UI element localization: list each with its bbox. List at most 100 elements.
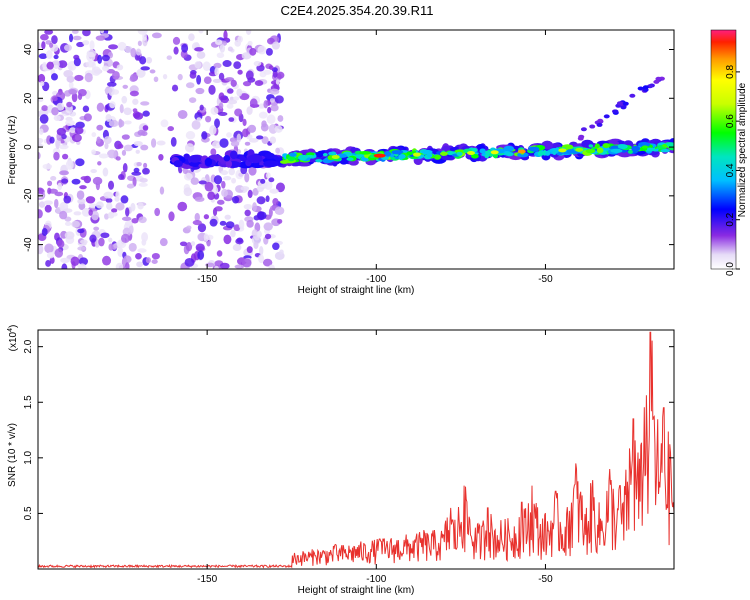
heatmap-noise-cell [244,209,251,217]
heatmap-noise-cell [151,32,162,39]
heatmap-noise-cell [223,234,232,245]
heatmap-noise-cell [72,30,79,34]
heatmap-noise-cell [184,257,195,267]
colorbar-tick-label: 0.2 [725,212,736,226]
heatmap-noise-cell [75,121,85,129]
heatmap-noise-cell [108,180,115,190]
heatmap-noise-cell [108,243,114,251]
heatmap-noise-cell [136,161,142,167]
heatmap-band-cell [173,160,183,168]
heatmap-noise-cell [85,61,95,68]
heatmap-noise-cell [122,84,129,89]
heatmap-noise-cell [269,188,279,194]
heatmap-noise-cell [133,141,143,147]
heatmap-noise-cell [242,118,247,127]
heatmap-noise-cell [247,124,257,133]
heatmap-band-cell [585,149,596,154]
heatmap-noise-cell [100,30,105,34]
snr-x-tick-label: -50 [538,574,553,585]
heatmap-noise-cell [145,257,151,264]
heatmap-band-cell [596,147,604,154]
heatmap-noise-cell [274,206,285,215]
heatmap-noise-cell [108,237,113,243]
heatmap-noise-cell [57,239,65,248]
heatmap-noise-cell [100,232,110,239]
heatmap-noise-cell [45,260,51,267]
heatmap-noise-cell [185,242,193,252]
heatmap-noise-cell [244,172,250,183]
colorbar-tick-label: 0.4 [725,163,736,177]
heatmap-noise-cell [194,212,200,222]
heatmap-noise-cell [143,162,148,168]
heatmap-noise-cell [242,81,252,87]
heatmap-band-cell [183,153,190,160]
heatmap-x-axis-label: Height of straight line (km) [298,285,415,296]
heatmap-branch-cell [642,85,649,90]
heatmap-noise-cell [133,167,140,173]
heatmap-y-tick-label: 40 [23,44,34,56]
heatmap-noise-cell [275,79,280,85]
heatmap-noise-cell [198,30,204,34]
heatmap-band-cell [588,144,594,148]
heatmap-noise-cell [230,229,236,238]
heatmap-noise-cell [106,69,116,74]
heatmap-noise-cell [38,201,46,208]
heatmap-noise-cell [233,224,241,232]
heatmap-noise-cell [55,140,60,150]
heatmap-noise-cell [130,47,137,58]
heatmap-noise-cell [53,54,59,60]
heatmap-marks [38,30,674,269]
heatmap-noise-cell [252,188,259,196]
heatmap-noise-cell [45,50,53,60]
heatmap-noise-cell [236,237,243,243]
heatmap-noise-cell [137,129,146,136]
heatmap-noise-cell [42,61,47,70]
heatmap-noise-cell [268,123,278,134]
heatmap-noise-cell [128,242,137,252]
heatmap-noise-cell [261,120,267,128]
heatmap-noise-cell [68,89,78,95]
heatmap-noise-cell [71,178,81,185]
heatmap-noise-cell [219,44,226,53]
heatmap-noise-cell [108,119,119,128]
heatmap-noise-cell [95,35,106,41]
heatmap-band-cell [517,152,529,158]
heatmap-peak-cell [439,151,448,156]
heatmap-band-cell [188,154,201,163]
heatmap-band-cell [552,149,557,156]
heatmap-noise-cell [221,180,226,189]
heatmap-noise-cell [197,223,207,233]
heatmap-peak-cell [373,153,386,158]
heatmap-noise-cell [121,95,128,104]
heatmap-noise-cell [38,152,41,160]
heatmap-noise-cell [83,113,92,122]
heatmap-noise-cell [232,243,242,252]
heatmap-noise-cell [103,191,114,199]
heatmap-noise-cell [214,265,219,269]
heatmap-noise-cell [158,153,164,161]
heatmap-noise-cell [132,98,139,105]
heatmap-noise-cell [98,153,109,159]
heatmap-frame [37,29,675,270]
heatmap-y-tick-label: 20 [23,92,34,104]
heatmap-band-cell [420,149,433,155]
heatmap-noise-cell [128,224,134,235]
heatmap-noise-cell [117,247,124,258]
heatmap-noise-cell [191,120,201,130]
heatmap-noise-cell [102,167,109,177]
heatmap-noise-cell [257,211,267,220]
heatmap-noise-cell [185,130,196,140]
heatmap-noise-cell [194,47,204,52]
heatmap-band-cell [359,150,371,155]
heatmap-noise-cell [162,73,168,80]
heatmap-band-cell [263,160,279,168]
heatmap-noise-cell [167,126,174,132]
heatmap-noise-cell [90,169,97,174]
heatmap-noise-cell [124,220,133,227]
heatmap-noise-cell [268,177,275,183]
heatmap-noise-cell [91,132,97,138]
heatmap-noise-cell [92,176,103,185]
heatmap-noise-cell [125,262,130,269]
heatmap-noise-cell [188,33,195,42]
